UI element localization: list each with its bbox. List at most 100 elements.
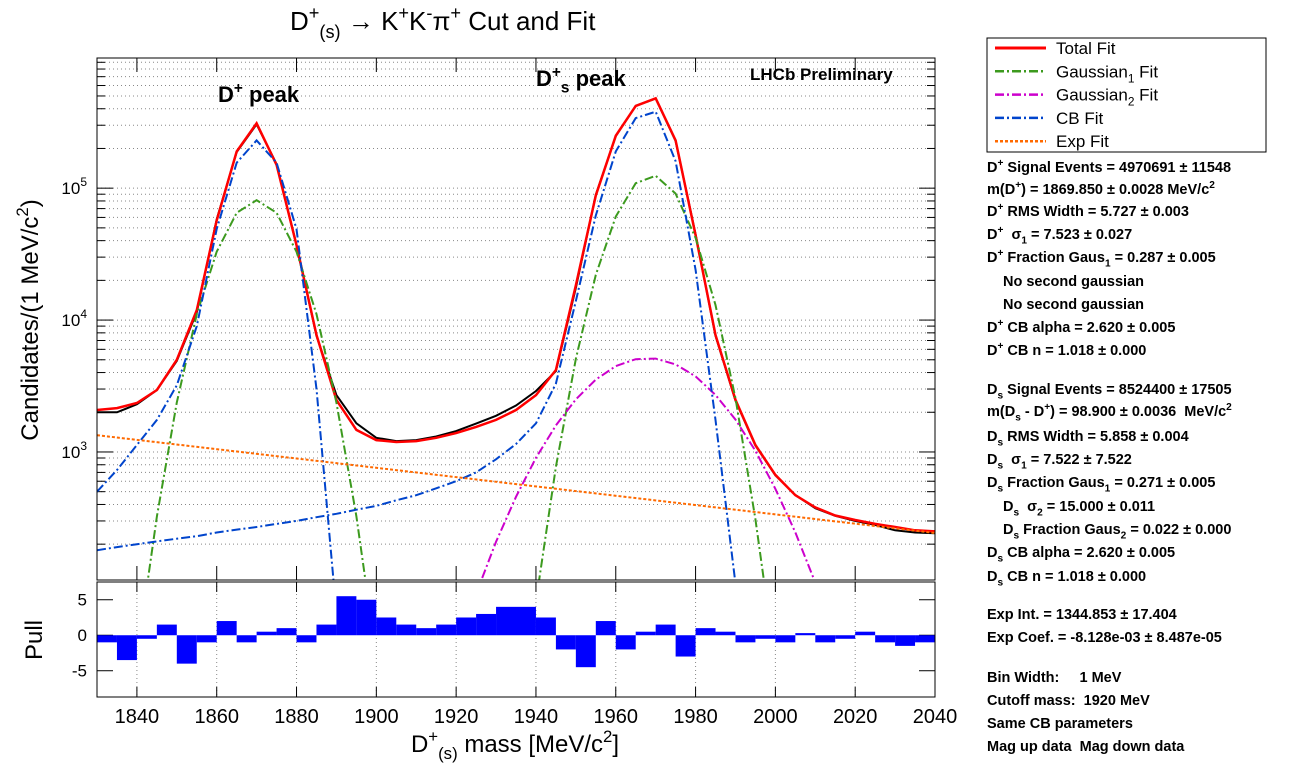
- text-part: s: [997, 437, 1003, 448]
- legend-label: Exp Fit: [1056, 132, 1109, 151]
- x-tick-label: 2000: [753, 706, 798, 728]
- x-axis-label: D+(s) mass [MeV/c2]: [411, 727, 619, 763]
- text-part: D: [987, 160, 997, 176]
- text-part: CB n = 1.018 ± 0.000: [1003, 343, 1146, 359]
- text-part: D: [987, 227, 997, 243]
- fit-result: Ds CB alpha = 2.620 ± 0.005: [987, 545, 1175, 564]
- text-part: σ: [1019, 499, 1037, 515]
- pull-bar: [276, 628, 297, 636]
- pull-bar: [476, 613, 497, 636]
- fit-result: Ds CB n = 1.018 ± 0.000: [987, 569, 1146, 588]
- text-part: RMS Width = 5.858 ± 0.004: [1003, 429, 1189, 445]
- pull-bar: [116, 635, 137, 661]
- pull-bar: [855, 631, 876, 636]
- text-part: s: [1015, 412, 1021, 423]
- text-part: = 0.271 ± 0.005: [1110, 475, 1215, 491]
- fit-curve: [480, 357, 816, 580]
- text-part: D: [987, 452, 997, 468]
- text-part: s: [1013, 530, 1019, 541]
- pull-bar: [915, 635, 935, 643]
- text-part: +: [997, 158, 1003, 169]
- x-tick-label: 1960: [594, 706, 639, 728]
- pull-bar: [755, 635, 776, 639]
- pull-bar: [136, 635, 157, 639]
- legend-label: Gaussian2 Fit: [1056, 86, 1158, 109]
- text-part: ): [17, 199, 44, 207]
- text-part: ) = 98.900 ± 0.0036 MeV/c: [1050, 404, 1226, 420]
- fit-result: No second gaussian: [1003, 274, 1144, 290]
- text-part: CB alpha = 2.620 ± 0.005: [1003, 545, 1175, 561]
- fit-result: Mag up data Mag down data: [987, 739, 1185, 755]
- text-part: Signal Events = 4970691 ± 11548: [1003, 160, 1231, 176]
- fit-result: No second gaussian: [1003, 297, 1144, 313]
- x-tick-label: 1840: [115, 706, 160, 728]
- text-part: -: [426, 3, 432, 23]
- text-part: = 15.000 ± 0.011: [1043, 499, 1155, 515]
- fit-result: D+ σ1 = 7.523 ± 0.027: [987, 225, 1132, 246]
- text-part: D: [987, 429, 997, 445]
- text-part: → K: [341, 6, 399, 36]
- text-part: +: [428, 727, 438, 746]
- text-part: Gaussian: [1056, 86, 1128, 105]
- pull-bar: [895, 635, 916, 646]
- text-part: s: [997, 553, 1003, 564]
- fit-result: D+ CB n = 1.018 ± 0.000: [987, 341, 1146, 359]
- pull-bar: [356, 599, 377, 636]
- text-part: Signal Events = 8524400 ± 17505: [1003, 382, 1231, 398]
- text-part: Fit: [1134, 62, 1158, 81]
- text-part: +: [398, 3, 409, 23]
- text-part: +: [997, 341, 1003, 352]
- fit-result: D+ Fraction Gaus1 = 0.287 ± 0.005: [987, 248, 1216, 269]
- pull-bar: [835, 635, 856, 639]
- text-part: 2: [603, 727, 612, 746]
- text-part: Cut and Fit: [461, 6, 596, 36]
- fit-result: Ds σ2 = 15.000 ± 0.011: [1003, 499, 1155, 518]
- text-part: 1: [1021, 235, 1027, 246]
- text-part: CB alpha = 2.620 ± 0.005: [1003, 320, 1175, 336]
- text-part: D: [987, 250, 997, 266]
- pull-bar: [775, 635, 796, 643]
- pull-bar: [635, 631, 656, 636]
- text-part: m(D: [987, 182, 1015, 198]
- pull-bar: [655, 624, 676, 636]
- text-part: m(D: [987, 404, 1015, 420]
- text-part: 2: [1226, 402, 1232, 413]
- text-part: 3: [80, 439, 87, 453]
- fit-result: Ds σ1 = 7.522 ± 7.522: [987, 452, 1132, 471]
- text-part: Gaussian: [1056, 62, 1128, 81]
- x-tick-label: 2020: [833, 706, 878, 728]
- text-part: mass [MeV/c: [458, 731, 603, 758]
- text-part: D: [987, 204, 997, 220]
- text-part: Fraction Gaus: [1019, 522, 1121, 538]
- legend-label: CB Fit: [1056, 109, 1104, 128]
- text-part: s: [997, 577, 1003, 588]
- text-part: +: [309, 3, 320, 23]
- pull-bar: [516, 606, 536, 636]
- pull-bar: [815, 635, 836, 643]
- fit-result: D+ Signal Events = 4970691 ± 11548: [987, 158, 1231, 176]
- pull-bar: [615, 635, 636, 650]
- pull-bar: [436, 624, 457, 636]
- text-part: +: [552, 64, 561, 81]
- pull-bar: [216, 621, 237, 636]
- text-part: 1: [1105, 483, 1111, 494]
- text-part: σ: [1003, 452, 1021, 468]
- text-part: 1: [1021, 460, 1027, 471]
- text-part: σ: [1003, 227, 1021, 243]
- text-part: D: [987, 320, 997, 336]
- text-part: D: [987, 475, 997, 491]
- pull-bar: [156, 624, 177, 636]
- annotation: D+ peak: [218, 80, 300, 107]
- text-part: = 7.523 ± 0.027: [1027, 227, 1132, 243]
- pull-bar: [675, 635, 696, 657]
- text-part: D: [987, 569, 997, 585]
- pull-bar: [875, 635, 896, 643]
- fit-result: D+ RMS Width = 5.727 ± 0.003: [987, 202, 1189, 220]
- text-part: = 0.022 ± 0.000: [1126, 522, 1231, 538]
- y-tick-label: 104: [61, 307, 87, 330]
- pull-bar: [555, 635, 576, 650]
- pull-bar: [236, 635, 257, 643]
- pull-bar: [715, 631, 736, 636]
- text-part: Candidates/(1 MeV/c: [17, 217, 44, 441]
- text-part: 2: [1209, 180, 1215, 191]
